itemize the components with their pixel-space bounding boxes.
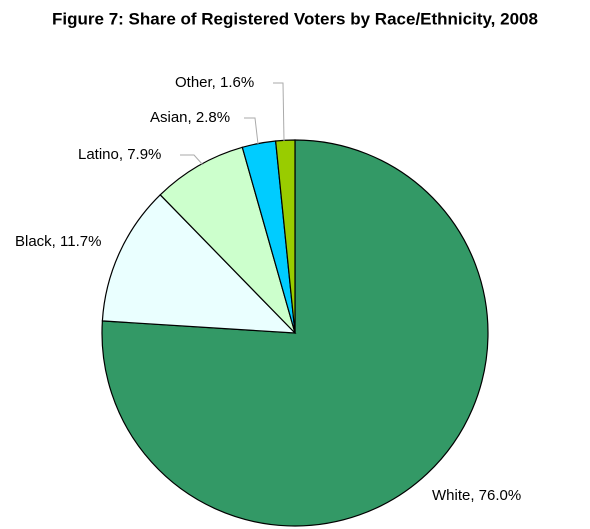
pie-slice [101,193,297,334]
leader-line [244,117,259,145]
data-label: Latino, 7.9% [78,146,161,163]
pie-slice [159,146,296,334]
data-label: White, 76.0% [432,487,521,504]
chart-title: Figure 7: Share of Registered Voters by … [52,9,538,28]
data-label: Other, 1.6% [175,74,254,91]
leader-line [273,82,285,142]
pie-slice [274,139,296,334]
leader-line [180,154,204,166]
data-label: Black, 11.7% [15,233,101,250]
data-label: Asian, 2.8% [150,109,230,126]
pie-slice [101,139,489,527]
